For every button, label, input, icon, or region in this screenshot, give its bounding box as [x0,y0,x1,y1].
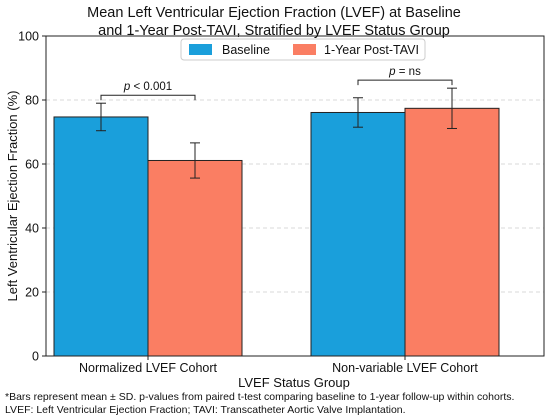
error-bar-baseline-normalized-lvef-cohort [96,102,106,132]
bar-baseline-normalized-lvef-cohort [53,116,149,357]
legend-swatch-baseline [189,44,212,55]
legend: Baseline 1-Year Post-TAVI [180,38,426,61]
error-bar-1-year-post-tavi-non-variable-lvef-cohort [447,87,457,129]
x-tick-label-non-variable-lvef-cohort: Non-variable LVEF Cohort [332,361,478,375]
significance-bracket-2 [357,79,453,86]
y-tick-label-60: 60 [25,158,39,172]
x-tick-label-normalized-lvef-cohort: Normalized LVEF Cohort [79,361,218,375]
significance-annotations: p < 0.001 p = ns [100,66,453,101]
y-tick-label-0: 0 [32,350,39,364]
error-bar-baseline-non-variable-lvef-cohort [353,97,363,128]
bar-1-year-post-tavi-non-variable-lvef-cohort [404,107,500,357]
y-tick-label-100: 100 [18,30,39,44]
chart-title-line1: Mean Left Ventricular Ejection Fraction … [87,5,461,21]
bars [53,107,500,357]
footnote-line1: *Bars represent mean ± SD. p-values from… [5,391,514,403]
x-axis-ticks: Normalized LVEF Cohort Non-variable LVEF … [79,356,478,375]
error-bar-1-year-post-tavi-normalized-lvef-cohort [190,142,200,179]
bar-baseline-non-variable-lvef-cohort [310,111,406,357]
bar-1-year-post-tavi-normalized-lvef-cohort [147,159,243,357]
error-bars [96,87,457,179]
plot-frame [45,35,545,357]
significance-bracket-1 [100,94,196,101]
significance-label-1: p < 0.001 [123,81,172,93]
x-axis-label: LVEF Status Group [238,375,350,390]
legend-swatch-post-tavi [293,44,316,55]
chart-title-line2: and 1-Year Post-TAVI, Stratified by LVEF… [98,23,450,39]
y-tick-label-80: 80 [25,94,39,108]
footnote-line2: LVEF: Left Ventricular Ejection Fraction… [5,404,406,416]
y-tick-label-40: 40 [25,222,39,236]
y-axis-label: Left Ventricular Ejection Fraction (%) [5,91,20,302]
legend-label-post-tavi: 1-Year Post-TAVI [324,43,419,57]
significance-label-2: p = ns [388,66,421,78]
y-tick-label-20: 20 [25,286,39,300]
legend-label-baseline: Baseline [222,43,270,57]
y-axis-ticks: 0 20 40 60 80 100 [18,30,46,364]
